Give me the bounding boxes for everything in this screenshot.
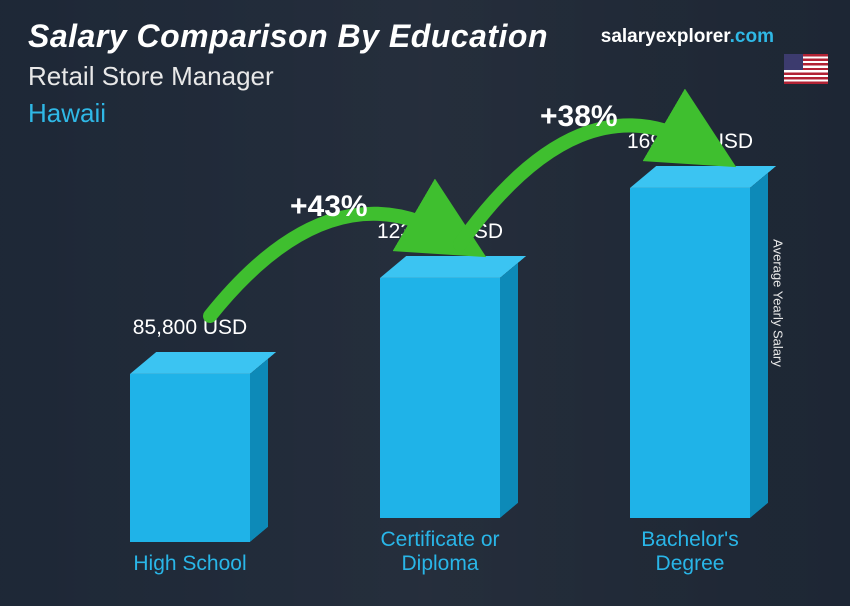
bar-group: 123,000 USD Certificate orDiploma [350,138,530,576]
bar-label: High School [100,552,280,576]
page-subtitle: Retail Store Manager [28,61,822,92]
bar-label: Bachelor'sDegree [600,528,780,576]
bar-label: Certificate orDiploma [350,528,530,576]
bar [380,278,500,518]
brand-logo: salaryexplorer.com [601,26,774,48]
bar [630,188,750,518]
bar-value: 169,000 USD [627,130,753,154]
bar-chart: 85,800 USD High School 123,000 USD Certific… [60,106,790,576]
bar [130,374,250,542]
bar-group: 85,800 USD High School [100,162,280,576]
bar-group: 169,000 USDBachelor'sDegree [600,138,780,576]
bar-value: 85,800 USD [133,316,247,340]
bar-value: 123,000 USD [377,220,503,244]
increase-pct: +43% [290,190,368,224]
brand-tld: .com [730,26,774,47]
flag-icon [784,54,828,84]
brand-main: salaryexplorer [601,26,730,47]
increase-pct: +38% [540,100,618,134]
